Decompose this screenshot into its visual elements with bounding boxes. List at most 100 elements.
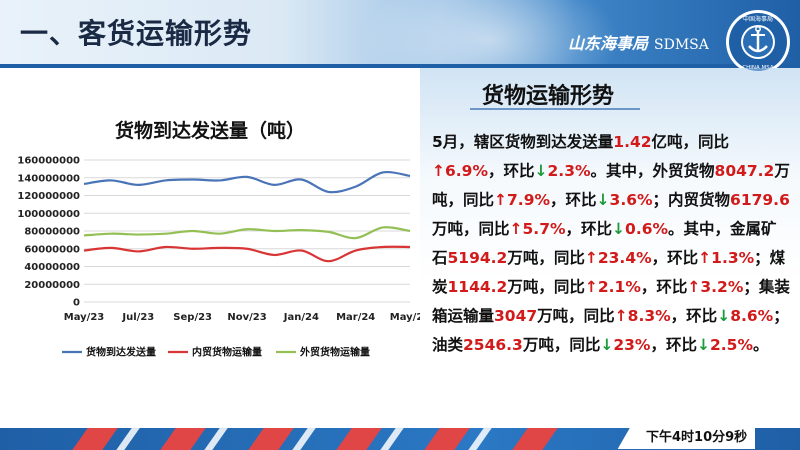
x-tick-label: May/24: [390, 312, 420, 323]
y-tick-label: 100000000: [17, 209, 80, 220]
paragraph-run: ，环比: [488, 162, 535, 180]
down-arrow-icon: ↓: [612, 220, 626, 238]
paragraph-run: 2546.3: [463, 336, 523, 354]
paragraph-run: 1144.2: [447, 278, 508, 296]
section-title: 货物运输形势: [482, 84, 615, 109]
up-arrow-icon: ↑: [432, 162, 445, 180]
footer-stripe: [424, 428, 470, 450]
series-line-2: [83, 226, 411, 240]
logo-top-text: 中国海事局: [743, 15, 773, 23]
paragraph-run: 7.9%: [507, 191, 551, 209]
footer-stripes: [0, 428, 560, 450]
brand-text: 山东海事局 SDMSA: [568, 30, 709, 54]
banner-wave-decoration: [360, 0, 620, 68]
up-arrow-icon: ↑: [698, 249, 712, 267]
paragraph-run: 1.3%: [711, 249, 755, 267]
china-msa-logo-icon: 中国海事局 CHINA MSA: [726, 10, 790, 74]
paragraph-run: 1.42: [613, 133, 652, 151]
paragraph-run: 8.6%: [730, 307, 774, 325]
footer-stripe: [248, 428, 294, 450]
text-panel-background: [420, 68, 800, 428]
y-tick-label: 140000000: [17, 173, 80, 184]
paragraph-run: 6179.6: [730, 191, 790, 209]
paragraph-run: ，环比: [651, 249, 699, 267]
y-tick-label: 120000000: [17, 191, 80, 202]
footer-stripe: [116, 428, 140, 450]
paragraph-run: ，环比: [640, 278, 688, 296]
paragraph-run: 。其中，金属矿石: [432, 220, 777, 267]
down-arrow-icon: ↓: [596, 191, 610, 209]
footer-stripe: [72, 428, 118, 450]
series-line-0: [83, 170, 411, 194]
paragraph-run: 23.4%: [597, 249, 652, 267]
x-tick-label: Mar/24: [336, 312, 375, 323]
paragraph-run: 2.3%: [547, 162, 591, 180]
paragraph-run: 23%: [613, 336, 651, 354]
section-title-rule: [470, 108, 640, 110]
x-tick-label: Nov/23: [227, 312, 266, 323]
paragraph-run: 5.7%: [522, 220, 566, 238]
up-arrow-icon: ↑: [687, 278, 701, 296]
up-arrow-icon: ↑: [584, 278, 598, 296]
up-arrow-icon: ↑: [509, 220, 523, 238]
paragraph-run: ，环比: [565, 220, 613, 238]
footer-stripe: [160, 428, 206, 450]
paragraph-run: 亿吨，同比: [651, 133, 730, 151]
chart-title: 货物到达发送量（吨）: [114, 120, 305, 142]
y-tick-label: 0: [73, 298, 80, 309]
paragraph-run: 3.6%: [609, 191, 653, 209]
paragraph-run: 万吨，同比: [432, 162, 790, 209]
paragraph-run: 6.9%: [445, 162, 488, 180]
paragraph-run: 3.2%: [700, 278, 744, 296]
y-tick-label: 60000000: [24, 244, 80, 255]
legend-label: 外贸货物运输量: [299, 346, 370, 359]
x-tick-label: Sep/23: [173, 312, 212, 323]
y-tick-label: 20000000: [24, 280, 80, 291]
chart-container: 货物到达发送量（吨） 0 20000000 40000000 60000000 8000…: [10, 108, 420, 378]
paragraph-run: 0.6%: [625, 220, 669, 238]
footer-time: 下午4时10分9秒: [632, 427, 756, 449]
y-tick-label: 40000000: [24, 262, 80, 273]
legend-label: 内贸货物运输量: [192, 346, 262, 359]
up-arrow-icon: ↑: [584, 249, 598, 267]
paragraph-run: 3047: [494, 307, 538, 325]
series-line-1: [83, 245, 411, 263]
brand-name: 山东海事局: [568, 34, 649, 53]
x-tick-label: Jan/24: [283, 312, 319, 323]
y-tick-label: 80000000: [24, 227, 80, 238]
paragraph-run: 万吨，同比: [537, 307, 615, 325]
header-banner: [0, 0, 800, 68]
summary-paragraph: 5月，辖区货物到达发送量1.42亿吨，同比↑6.9%，环比↓2.3%。其中，外贸…: [432, 128, 792, 360]
paragraph-run: 8.3%: [627, 307, 671, 325]
paragraph-run: ；煤炭: [432, 249, 786, 296]
page-title: 一、客货运输形势: [20, 17, 253, 50]
paragraph-run: ；内贸货物: [652, 191, 731, 209]
x-tick-label: Jul/23: [121, 312, 154, 323]
paragraph-run: ，环比: [650, 336, 697, 354]
x-tick-label: May/23: [64, 312, 105, 323]
down-arrow-icon: ↓: [696, 336, 710, 354]
paragraph-run: ；油类: [432, 307, 789, 354]
paragraph-run: 万吨，同比: [432, 220, 510, 238]
paragraph-run: 。其中，外贸货物: [590, 162, 715, 180]
legend-label: 货物到达发送量: [86, 346, 156, 359]
paragraph-run: 万吨，同比: [522, 336, 601, 354]
paragraph-run: 5月，辖区货物到达发送量: [432, 133, 614, 151]
paragraph-run: 2.1%: [597, 278, 641, 296]
paragraph-run: 2.5%: [709, 336, 753, 354]
down-arrow-icon: ↓: [717, 307, 731, 325]
paragraph-run: ；集装箱运输量: [432, 278, 790, 325]
footer-stripe: [336, 428, 382, 450]
up-arrow-icon: ↑: [614, 307, 628, 325]
paragraph-run: 万吨，同比: [507, 249, 585, 267]
footer-stripe: [468, 428, 492, 450]
y-tick-label: 160000000: [17, 156, 80, 167]
footer-stripe: [512, 428, 558, 450]
footer-stripe: [292, 428, 316, 450]
down-arrow-icon: ↓: [534, 162, 548, 180]
paragraph-run: 5194.2: [447, 249, 508, 267]
up-arrow-icon: ↑: [494, 191, 508, 209]
paragraph-run: 。: [752, 336, 769, 354]
paragraph-run: ，环比: [550, 191, 597, 209]
footer-stripe: [204, 428, 228, 450]
